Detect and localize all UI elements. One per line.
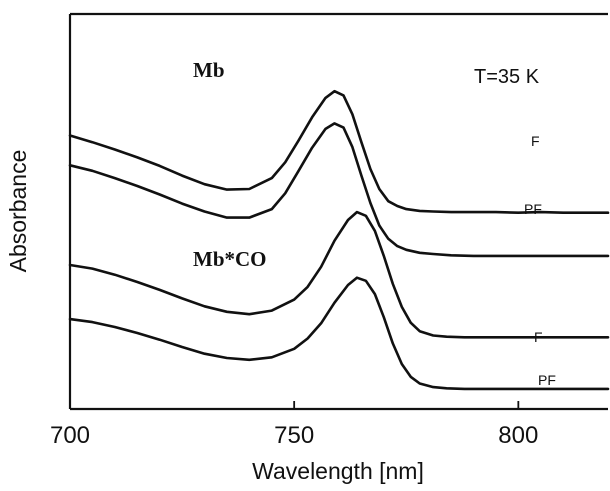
temperature-label: T=35 K	[474, 66, 540, 88]
mbco-group-label: Mb*CO	[193, 247, 267, 271]
series-line-mb-pf	[68, 122, 610, 258]
series-label-mbco-f: F	[534, 329, 543, 345]
x-ticks: 700 750 800	[50, 401, 538, 449]
x-tick-label: 750	[274, 422, 314, 449]
series-line-mb-f	[68, 89, 610, 214]
series-line-mbco-pf	[68, 276, 610, 391]
x-tick-label: 800	[498, 422, 538, 449]
x-tick-label: 700	[50, 422, 90, 449]
mb-group-label: Mb	[193, 58, 225, 82]
y-axis-label: Absorbance	[5, 150, 31, 273]
series-line-mbco-f	[68, 210, 610, 339]
series-label-mbco-pf: PF	[538, 372, 556, 388]
series-label-mb-pf: PF	[524, 201, 542, 217]
series-lines	[68, 89, 610, 391]
series-label-mb-f: F	[531, 133, 540, 149]
x-axis-label: Wavelength [nm]	[252, 458, 424, 484]
